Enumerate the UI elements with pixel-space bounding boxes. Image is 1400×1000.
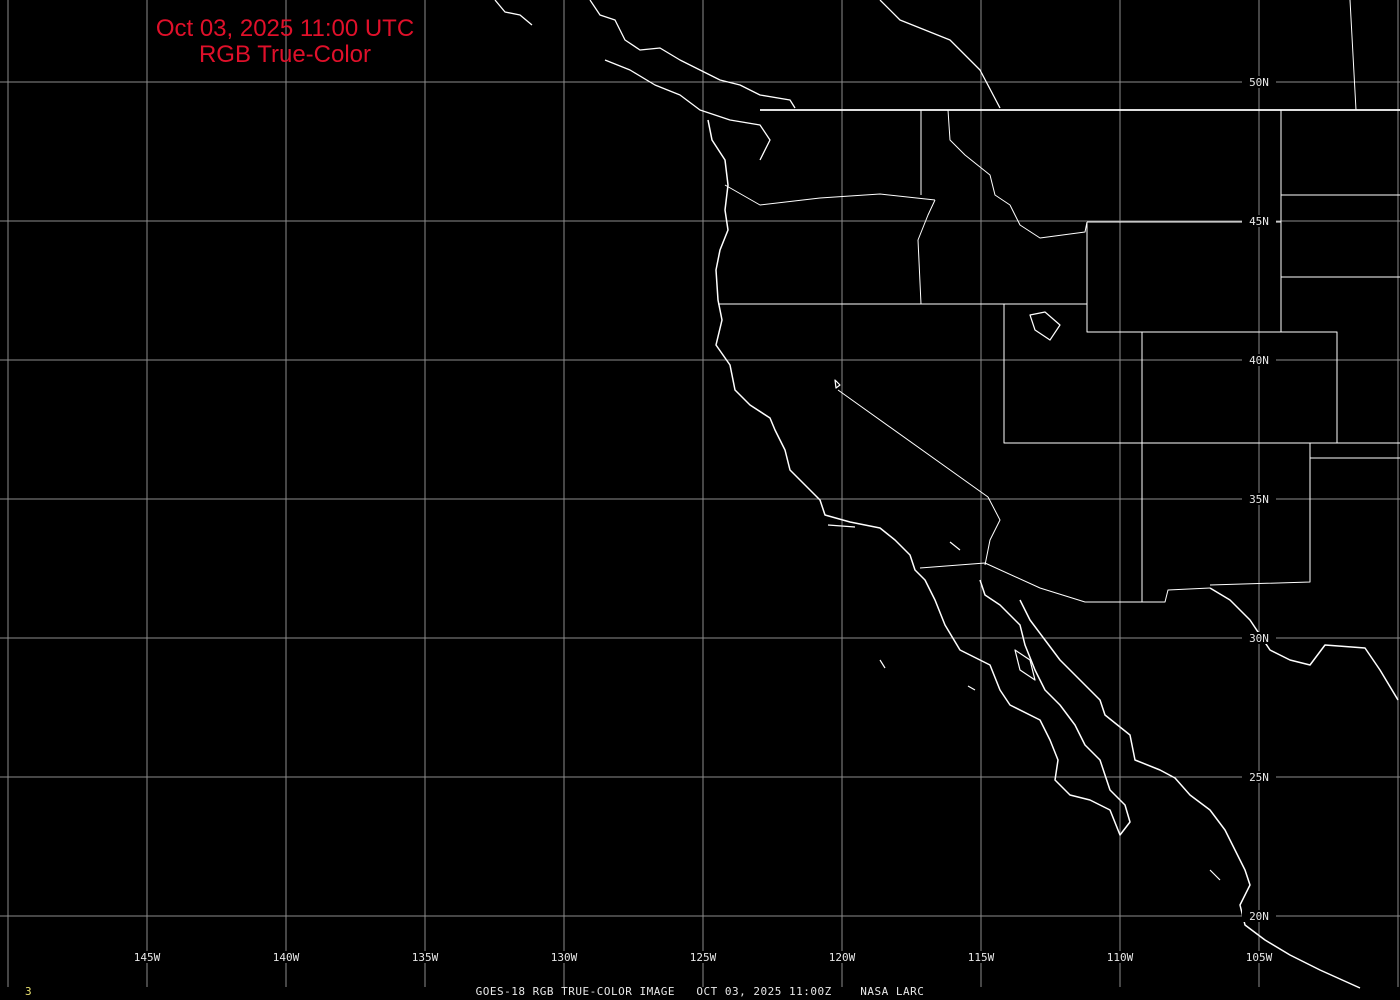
- grid-labels: 50N 45N 40N 35N 30N 25N 20N 145W 140W 135W 130W 125…: [129, 76, 1277, 964]
- longitude-label: 140W: [273, 951, 300, 964]
- longitude-label: 130W: [551, 951, 578, 964]
- us-mexico-coast: [707, 119, 1131, 836]
- longitude-label: 125W: [690, 951, 717, 964]
- frame-number: 3: [25, 985, 32, 998]
- longitude-label: 105W: [1246, 951, 1273, 964]
- latitude-label: 20N: [1249, 910, 1269, 923]
- mexico-mainland-coast: [1019, 599, 1361, 989]
- coastlines-and-borders: [494, 0, 1400, 989]
- latitude-label: 25N: [1249, 771, 1269, 784]
- latitude-label: 45N: [1249, 215, 1269, 228]
- image-timestamp-title: Oct 03, 2025 11:00 UTC: [155, 15, 415, 42]
- image-caption: GOES-18 RGB TRUE-COLOR IMAGE OCT 03, 202…: [475, 985, 925, 998]
- longitude-label: 145W: [134, 951, 161, 964]
- longitude-label: 120W: [829, 951, 856, 964]
- canada-coast: [494, 0, 1001, 161]
- state-borders: [718, 0, 1400, 603]
- latitude-label: 30N: [1249, 632, 1269, 645]
- latitude-label: 40N: [1249, 354, 1269, 367]
- longitude-label: 110W: [1107, 951, 1134, 964]
- islands: [827, 311, 1221, 881]
- latitude-label: 35N: [1249, 493, 1269, 506]
- image-product-title: RGB True-Color: [198, 41, 372, 68]
- longitude-label: 115W: [968, 951, 995, 964]
- latitude-label: 50N: [1249, 76, 1269, 89]
- longitude-label: 135W: [412, 951, 439, 964]
- mexico-east-coast: [1209, 587, 1399, 701]
